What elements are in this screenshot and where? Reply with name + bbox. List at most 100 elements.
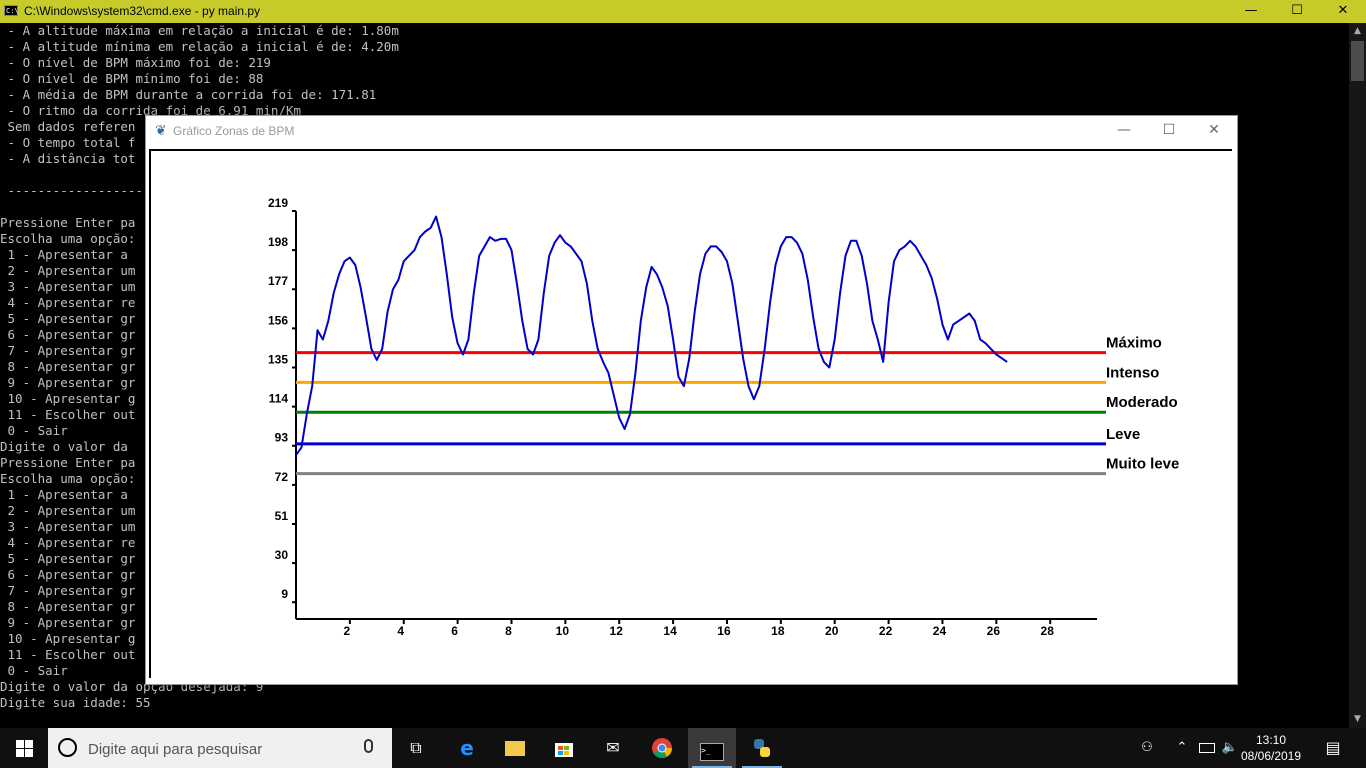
console-line: - O tempo total f: [0, 135, 136, 150]
taskbar-clock[interactable]: 13:10 08/06/2019: [1236, 732, 1306, 764]
console-line: 5 - Apresentar gr: [0, 551, 136, 566]
cmd-console-output[interactable]: - A altitude máxima em relação a inicial…: [0, 23, 1349, 728]
show-hidden-icons-chevron-icon[interactable]: ⌃: [1176, 740, 1188, 755]
y-tick-label: 51: [275, 509, 289, 523]
y-tick-label: 9: [281, 587, 288, 601]
chart-minimize-button[interactable]: —: [1117, 122, 1131, 138]
windows-logo-icon: [16, 740, 33, 757]
mail-button[interactable]: ✉: [589, 728, 637, 768]
y-tick-label: 30: [275, 548, 289, 562]
console-line: 8 - Apresentar gr: [0, 359, 136, 374]
console-line: Digite o valor da: [0, 439, 128, 454]
console-line: Escolha uma opção:: [0, 471, 136, 486]
zone-label: Intenso: [1106, 364, 1159, 381]
x-tick-label: 4: [397, 624, 404, 638]
console-line: 4 - Apresentar re: [0, 535, 136, 550]
y-tick-label: 93: [275, 431, 289, 445]
taskbar-search-input[interactable]: [86, 737, 360, 761]
cmd-minimize-button[interactable]: —: [1244, 3, 1258, 18]
edge-icon: e: [460, 736, 474, 760]
task-view-button[interactable]: ⧉: [392, 728, 440, 768]
console-line: 8 - Apresentar gr: [0, 599, 136, 614]
people-icon[interactable]: ⚇: [1141, 740, 1153, 755]
x-tick-label: 6: [451, 624, 458, 638]
x-tick-label: 22: [879, 624, 893, 638]
zone-label: Leve: [1106, 426, 1140, 443]
console-line: Pressione Enter pa: [0, 215, 136, 230]
chart-window-title: Gráfico Zonas de BPM: [173, 124, 295, 138]
y-tick-label: 198: [268, 235, 288, 249]
console-line: 10 - Apresentar g: [0, 391, 136, 406]
chart-canvas: 9 30 51 72 93 114 135 156 177 198 219 2 4 6 8 10 12 14 16 1…: [149, 149, 1232, 678]
x-tick-label: 12: [610, 624, 624, 638]
y-tick-label: 156: [268, 313, 288, 327]
cmd-app-icon[interactable]: C:\: [4, 5, 19, 16]
taskbar: ⧉ e ✉ >_ ⚇ ⌃ 🔈 13:10 08/06/2019 ▤: [0, 728, 1366, 768]
x-tick-label: 20: [825, 624, 839, 638]
x-tick-label: 2: [344, 624, 351, 638]
console-line: 2 - Apresentar um: [0, 263, 136, 278]
cmd-close-button[interactable]: ✕: [1337, 3, 1349, 18]
console-line: 6 - Apresentar gr: [0, 567, 136, 582]
console-line: 3 - Apresentar um: [0, 279, 136, 294]
console-line: 11 - Escolher out: [0, 407, 136, 422]
console-line: 11 - Escolher out: [0, 647, 136, 662]
clock-date: 08/06/2019: [1240, 749, 1302, 763]
cmd-icon: >_: [700, 737, 724, 761]
edge-button[interactable]: e: [443, 728, 491, 768]
x-tick-label: 18: [771, 624, 785, 638]
y-tick-label: 219: [268, 196, 288, 210]
console-line: - O nível de BPM mínimo foi de: 88: [0, 71, 264, 86]
scroll-up-icon[interactable]: ▲: [1354, 26, 1361, 36]
console-line: 4 - Apresentar re: [0, 295, 136, 310]
cmd-maximize-button[interactable]: ☐: [1291, 3, 1303, 18]
python-taskbar-button[interactable]: [738, 728, 786, 768]
console-line: 3 - Apresentar um: [0, 519, 136, 534]
chart-window-titlebar[interactable]: ❦ Gráfico Zonas de BPM — ☐ ✕: [146, 116, 1237, 147]
console-line: 7 - Apresentar gr: [0, 583, 136, 598]
cmd-scrollbar[interactable]: ▲ ▼: [1349, 23, 1366, 728]
store-bag-icon: [552, 737, 576, 759]
folder-icon: [503, 737, 527, 759]
scroll-down-icon[interactable]: ▼: [1354, 714, 1361, 724]
y-tick-label: 72: [275, 470, 289, 484]
chart-close-button[interactable]: ✕: [1208, 122, 1220, 138]
zone-label: Muito leve: [1106, 456, 1179, 473]
scroll-thumb[interactable]: [1351, 41, 1364, 81]
console-line: - O ritmo da corrida foi de 6.91 min/Km: [0, 103, 302, 118]
cortana-icon[interactable]: [58, 738, 77, 757]
tk-feather-icon: ❦: [155, 123, 167, 139]
y-tick-label: 114: [269, 392, 289, 406]
console-line: 7 - Apresentar gr: [0, 343, 136, 358]
chart-maximize-button[interactable]: ☐: [1162, 122, 1176, 138]
start-button[interactable]: [0, 728, 48, 768]
console-line: - A altitude máxima em relação a inicial…: [0, 23, 399, 38]
console-line: 1 - Apresentar a: [0, 247, 128, 262]
cmd-titlebar[interactable]: C:\ C:\Windows\system32\cmd.exe - py mai…: [0, 0, 1366, 23]
file-explorer-button[interactable]: [491, 728, 539, 768]
console-line: - A altitude mínima em relação a inicial…: [0, 39, 399, 54]
battery-icon[interactable]: [1196, 728, 1218, 768]
store-button[interactable]: [540, 728, 588, 768]
microphone-icon[interactable]: [364, 739, 373, 753]
console-line: 1 - Apresentar a: [0, 487, 128, 502]
console-line: 0 - Sair: [0, 663, 68, 678]
volume-icon[interactable]: 🔈: [1221, 740, 1239, 755]
cmd-taskbar-button[interactable]: >_: [688, 728, 736, 768]
console-line: 10 - Apresentar g: [0, 631, 136, 646]
chart-window: ❦ Gráfico Zonas de BPM — ☐ ✕ 9 30 51 72 93 11…: [145, 115, 1238, 685]
console-line: Sem dados referen: [0, 119, 136, 134]
y-tick-label: 177: [268, 274, 288, 288]
y-tick-label: 135: [268, 352, 288, 366]
taskbar-search-box[interactable]: [48, 728, 392, 768]
chrome-icon: [650, 737, 674, 759]
console-line: 9 - Apresentar gr: [0, 615, 136, 630]
console-line: - A média de BPM durante a corrida foi d…: [0, 87, 377, 102]
zone-label: Máximo: [1106, 335, 1162, 352]
chrome-button[interactable]: [638, 728, 686, 768]
action-center-icon[interactable]: ▤: [1325, 738, 1341, 757]
console-line: ------------------: [0, 183, 143, 198]
cmd-window-title: C:\Windows\system32\cmd.exe - py main.py: [24, 4, 261, 18]
console-line: 0 - Sair: [0, 423, 68, 438]
x-tick-label: 8: [505, 624, 512, 638]
